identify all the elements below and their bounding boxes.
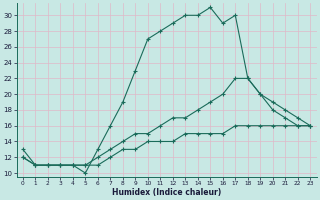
X-axis label: Humidex (Indice chaleur): Humidex (Indice chaleur) — [112, 188, 221, 197]
